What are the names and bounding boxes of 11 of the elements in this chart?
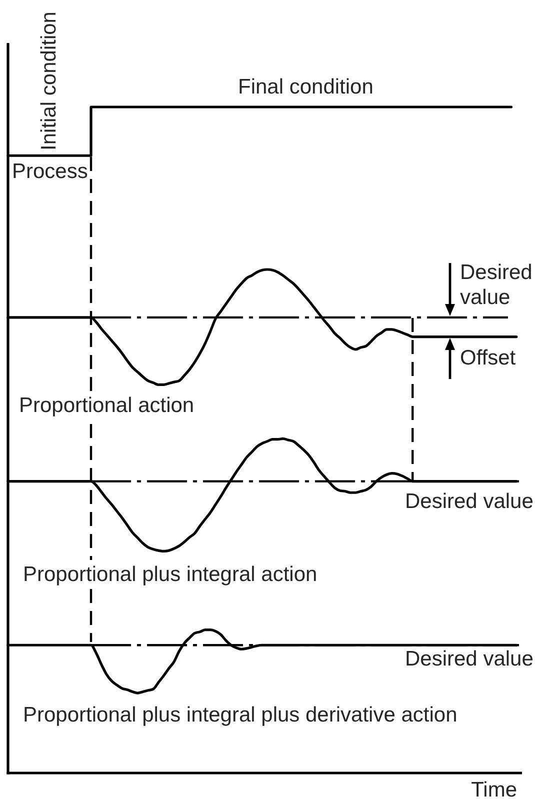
ref-line-label: Desired value — [405, 648, 534, 671]
annotation: Initial condition — [38, 12, 60, 150]
ref-line-label: Desired value — [405, 490, 534, 513]
x-axis-title: Time — [471, 778, 517, 799]
annotation: Desired value — [460, 260, 532, 308]
annotation: Offset — [460, 346, 516, 370]
series-label: Proportional action — [19, 394, 194, 417]
series-label: Process — [12, 160, 88, 184]
text: Final condition — [238, 76, 374, 98]
text: Proportional plus integral plus derivative action — [23, 704, 458, 727]
series-label: Proportional plus integral action — [23, 562, 318, 586]
